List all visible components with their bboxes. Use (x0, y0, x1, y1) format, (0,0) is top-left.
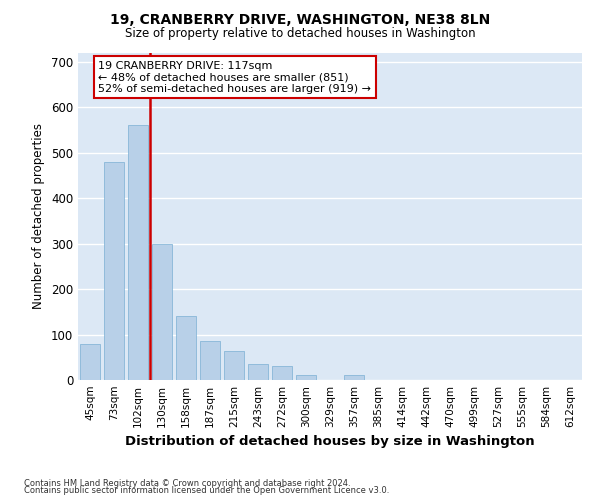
Text: 19, CRANBERRY DRIVE, WASHINGTON, NE38 8LN: 19, CRANBERRY DRIVE, WASHINGTON, NE38 8L… (110, 12, 490, 26)
Bar (248, 364, 268, 380)
Bar (296, 374, 316, 380)
Y-axis label: Number of detached properties: Number of detached properties (32, 123, 46, 309)
Text: Contains public sector information licensed under the Open Government Licence v3: Contains public sector information licen… (24, 486, 389, 495)
Bar (344, 374, 364, 380)
Bar (104, 162, 124, 380)
Text: Size of property relative to detached houses in Washington: Size of property relative to detached ho… (125, 28, 475, 40)
Text: Contains HM Land Registry data © Crown copyright and database right 2024.: Contains HM Land Registry data © Crown c… (24, 478, 350, 488)
Text: 19 CRANBERRY DRIVE: 117sqm
← 48% of detached houses are smaller (851)
52% of sem: 19 CRANBERRY DRIVE: 117sqm ← 48% of deta… (98, 60, 371, 94)
Bar (128, 126, 148, 380)
Bar (176, 316, 196, 380)
Bar (224, 352, 244, 380)
Bar (272, 366, 292, 380)
Bar (200, 342, 220, 380)
Bar (152, 244, 172, 380)
X-axis label: Distribution of detached houses by size in Washington: Distribution of detached houses by size … (125, 436, 535, 448)
Bar (80, 344, 100, 380)
